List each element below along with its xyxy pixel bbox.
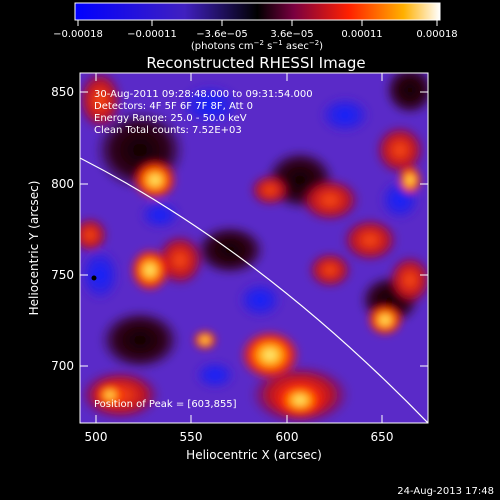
x-tick-label: 500 [85,430,108,444]
info-time-range: 30-Aug-2011 09:28:48.000 to 09:31:54.000 [94,89,313,100]
x-tick-label: 550 [180,430,203,444]
footer-date: 24-Aug-2013 17:48 [397,486,494,497]
x-tick-label: 650 [371,430,394,444]
plot-frame [79,72,429,424]
colorbar-tick-label: 0.00018 [416,29,457,40]
marker-dot [91,275,97,281]
colorbar-tick-label: 0.00011 [341,29,382,40]
y-tick-label: 800 [51,177,74,191]
x-axis-ticks: 500 550 600 650 [85,73,394,444]
colorbar-tick-label: −0.00018 [53,29,103,40]
y-tick-label: 850 [51,85,74,99]
colorbar-tick-label: 3.6e−05 [270,29,313,40]
y-axis-ticks: 850 800 750 700 [51,85,428,373]
colorbar-tick-label: −3.6e−05 [196,29,248,40]
y-axis-label: Heliocentric Y (arcsec) [27,181,41,316]
x-axis-label: Heliocentric X (arcsec) [186,448,322,462]
y-tick-label: 750 [51,268,74,282]
colorbar: −0.00018 −0.00011 −3.6e−05 3.6e−05 0.00011 0.… [53,2,458,52]
colorbar-tick-label: −0.00011 [127,29,177,40]
rhessi-image [80,73,428,423]
peak-position-label: Position of Peak = [603,855] [94,399,237,410]
solar-limb-line [80,157,428,423]
colorbar-ticks [77,20,438,26]
info-clean-counts: Clean Total counts: 7.52E+03 [94,125,242,136]
colorbar-unit-label: (photons cm−2 s−1 asec−2) [191,39,323,52]
info-detectors: Detectors: 4F 5F 6F 7F 8F, Att 0 [94,101,253,112]
info-energy-range: Energy Range: 25.0 - 50.0 keV [94,113,247,124]
colorbar-tick-labels: −0.00018 −0.00011 −3.6e−05 3.6e−05 0.00011 0.… [53,29,458,40]
plot-title: Reconstructed RHESSI Image [146,54,365,72]
x-tick-label: 600 [276,430,299,444]
info-block: 30-Aug-2011 09:28:48.000 to 09:31:54.000… [94,89,313,136]
y-tick-label: 700 [51,359,74,373]
